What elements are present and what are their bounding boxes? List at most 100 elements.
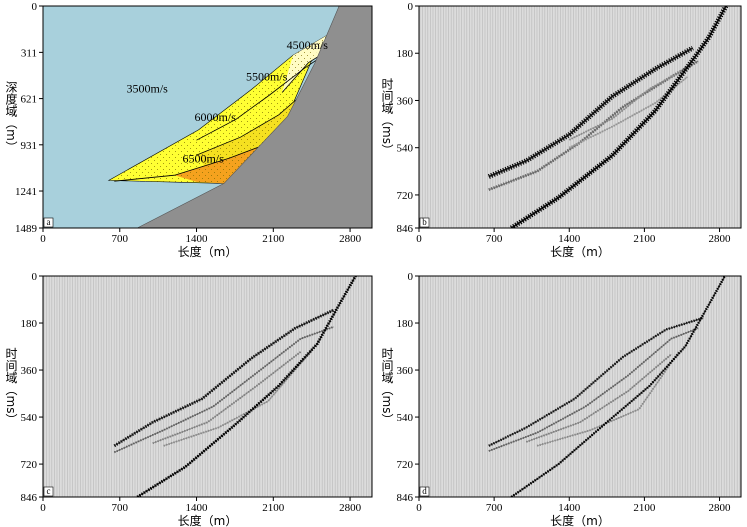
x-tick-label: 0 bbox=[416, 233, 422, 245]
x-tick-label: 700 bbox=[486, 233, 503, 245]
trace-lines bbox=[419, 6, 741, 228]
y-tick-label: 1241 bbox=[15, 186, 37, 198]
interface-line-6000 bbox=[196, 90, 307, 156]
x-tick-label: 0 bbox=[40, 502, 46, 514]
event-mid-2-core bbox=[152, 351, 301, 444]
x-tick-label: 2800 bbox=[339, 502, 362, 514]
panel-tag: d bbox=[422, 486, 427, 496]
interface-line-6500 bbox=[114, 142, 270, 182]
y-tick-label: 360 bbox=[397, 95, 414, 107]
x-axis-title: 长度（m） bbox=[550, 244, 610, 259]
y-tick-label: 720 bbox=[397, 190, 414, 202]
y-tick-label: 931 bbox=[21, 140, 38, 152]
panel-tag: c bbox=[47, 486, 51, 496]
event-mid-2-core bbox=[526, 354, 672, 443]
event-top-core bbox=[488, 317, 704, 447]
axes-b: 0 700 1400 2100 2800 0 180 360 540 720 846 长度（m） 时间域… bbox=[380, 1, 742, 259]
section-background bbox=[419, 276, 741, 497]
y-axis-title: 时间域（ms） bbox=[4, 347, 18, 425]
x-tick-label: 1400 bbox=[186, 233, 209, 245]
event-bottom-core bbox=[511, 276, 726, 497]
y-tick-label: 311 bbox=[21, 47, 37, 59]
y-tick-label: 0 bbox=[32, 1, 38, 13]
axes-a: 0 700 1400 2100 2800 0 311 621 931 1241 1489 长度（m） 深… bbox=[4, 1, 373, 259]
panel-tag-box bbox=[419, 486, 430, 497]
x-tick-label: 700 bbox=[112, 502, 129, 514]
y-tick-label: 0 bbox=[32, 271, 38, 283]
x-tick-label: 2100 bbox=[262, 502, 285, 514]
x-tick-label: 700 bbox=[112, 233, 129, 245]
y-tick-label: 720 bbox=[397, 459, 414, 471]
panel-tag: a bbox=[47, 217, 51, 227]
x-tick-label: 2800 bbox=[709, 502, 732, 514]
x-tick-label: 2100 bbox=[262, 233, 285, 245]
y-tick-label: 540 bbox=[21, 412, 38, 424]
panel-frame bbox=[42, 275, 373, 498]
y-tick-label: 720 bbox=[21, 459, 38, 471]
y-tick-label: 0 bbox=[408, 271, 414, 283]
panel-tag-box bbox=[43, 217, 54, 228]
x-tick-label: 1400 bbox=[558, 233, 581, 245]
y-tick-label: 180 bbox=[397, 48, 414, 60]
event-bottom-core bbox=[137, 276, 357, 497]
event-mid-1-core bbox=[114, 326, 334, 453]
model-a bbox=[43, 6, 372, 228]
x-tick-label: 2800 bbox=[339, 233, 362, 245]
axes-c: 0 700 1400 2100 2800 0 180 360 540 720 846 长度（m） 时间域… bbox=[4, 271, 373, 527]
y-tick-label: 360 bbox=[21, 365, 38, 377]
event-mid-1-core bbox=[488, 327, 699, 452]
section-b bbox=[419, 6, 741, 228]
y-axis-title: 时间域（ms） bbox=[380, 347, 394, 425]
panel-tag-box bbox=[43, 486, 54, 497]
panel-frame bbox=[42, 5, 373, 229]
region-bedrock bbox=[137, 6, 372, 228]
panel-frame bbox=[418, 5, 742, 229]
panel-tag: b bbox=[422, 217, 427, 227]
y-axis-title: 时间域（ms） bbox=[380, 78, 394, 156]
velocity-label: 4500m/s bbox=[287, 38, 329, 52]
x-axis-title: 长度（m） bbox=[178, 513, 238, 527]
y-tick-label: 846 bbox=[397, 223, 414, 235]
x-tick-label: 1400 bbox=[186, 502, 209, 514]
section-d bbox=[419, 276, 741, 497]
x-tick-label: 0 bbox=[40, 233, 46, 245]
panel-frame bbox=[418, 275, 742, 498]
trace-lines bbox=[419, 276, 741, 497]
x-tick-label: 2100 bbox=[633, 502, 656, 514]
x-axis-title: 长度（m） bbox=[178, 244, 238, 259]
y-tick-label: 180 bbox=[397, 318, 414, 330]
panel-tag-box bbox=[419, 217, 430, 228]
y-tick-label: 621 bbox=[21, 94, 38, 106]
velocity-label: 5500m/s bbox=[246, 70, 288, 84]
axes-d: 0 700 1400 2100 2800 0 180 360 540 720 846 长度（m） 时间域… bbox=[380, 271, 742, 527]
velocity-label: 6500m/s bbox=[182, 152, 224, 166]
event-top-core bbox=[114, 309, 334, 447]
y-axis-title: 深度域（m） bbox=[4, 81, 18, 153]
trace-lines bbox=[43, 276, 372, 497]
event-mid-3-core bbox=[536, 351, 680, 447]
x-tick-label: 1400 bbox=[558, 502, 581, 514]
y-tick-label: 0 bbox=[408, 1, 414, 13]
y-tick-label: 540 bbox=[397, 143, 414, 155]
x-tick-label: 0 bbox=[416, 502, 422, 514]
y-tick-label: 540 bbox=[397, 412, 414, 424]
x-tick-label: 2100 bbox=[633, 233, 656, 245]
x-axis-title: 长度（m） bbox=[550, 513, 610, 527]
x-tick-label: 700 bbox=[486, 502, 503, 514]
y-tick-label: 846 bbox=[21, 492, 38, 504]
y-tick-label: 1489 bbox=[15, 223, 38, 235]
event-bottom-core bbox=[510, 6, 727, 228]
event-mid-2-core bbox=[569, 64, 693, 141]
section-background bbox=[419, 6, 741, 228]
section-c bbox=[43, 276, 372, 497]
event-top-core bbox=[488, 47, 694, 178]
y-tick-label: 180 bbox=[21, 318, 38, 330]
velocity-label: 6000m/s bbox=[195, 110, 237, 124]
y-tick-label: 360 bbox=[397, 365, 414, 377]
region-dot-overlay bbox=[108, 32, 332, 184]
velocity-label: 3500m/s bbox=[127, 81, 169, 95]
y-tick-label: 846 bbox=[397, 492, 414, 504]
interface-line-5500 bbox=[196, 51, 329, 141]
x-tick-label: 2800 bbox=[709, 233, 732, 245]
